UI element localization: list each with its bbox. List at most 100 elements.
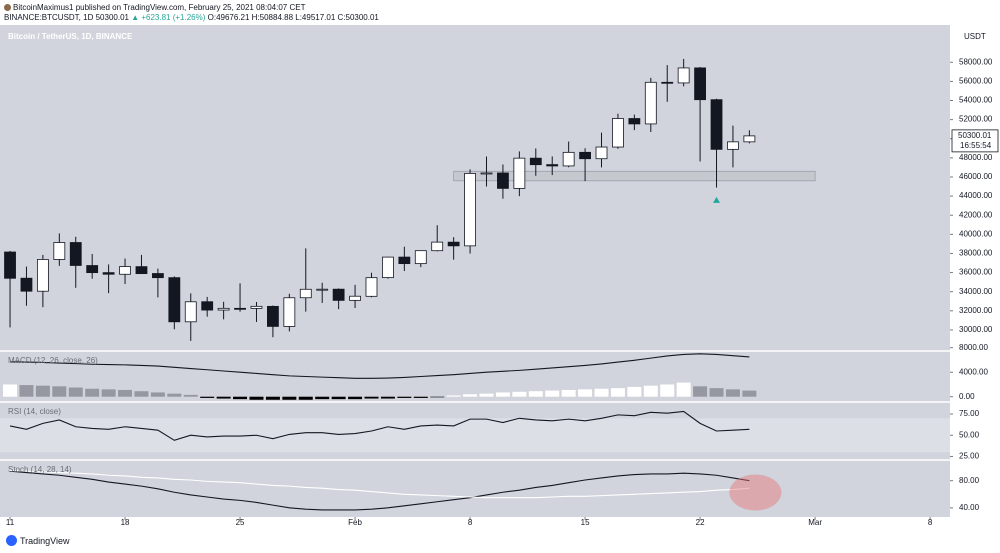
candle-body xyxy=(184,301,197,323)
x-tick-label: 11 xyxy=(6,518,15,527)
y-tick-label: 48000.00 xyxy=(959,153,993,162)
histogram-bar xyxy=(364,396,379,399)
x-tick-label: 8 xyxy=(468,518,473,527)
histogram-bar xyxy=(118,389,133,397)
histogram-bar xyxy=(479,393,494,397)
histogram-bar xyxy=(167,393,182,397)
x-tick-label: 18 xyxy=(121,518,130,527)
histogram-bar xyxy=(331,396,346,400)
candle-body xyxy=(595,146,608,160)
candle-body xyxy=(710,99,723,150)
chart: 11 18 25 Feb 8 15 22 Mar 8 30000.00 32000.00 34000.… xyxy=(0,25,1000,527)
indicator-line xyxy=(9,470,750,511)
highlight-ellipse xyxy=(729,474,782,511)
indicator-line xyxy=(10,469,750,499)
x-tick-label: 22 xyxy=(696,518,705,527)
y-tick-label: 25.00 xyxy=(959,452,980,461)
candle-body xyxy=(102,272,115,275)
histogram-bar xyxy=(35,385,50,397)
histogram-bar xyxy=(545,390,560,397)
y-tick-label: 56000.00 xyxy=(959,77,993,86)
histogram-bar xyxy=(610,388,625,397)
symbol: BINANCE:BTCUSDT, 1D xyxy=(4,13,94,22)
candle-body xyxy=(299,288,312,299)
y-tick-label: 58000.00 xyxy=(959,57,993,66)
y-tick-label: 54000.00 xyxy=(959,96,993,105)
y-tick-label: 36000.00 xyxy=(959,268,993,277)
candle-body xyxy=(168,277,181,323)
histogram-bar xyxy=(413,396,428,398)
last-price-box xyxy=(951,129,999,153)
candle-body xyxy=(267,305,279,327)
signal-marker xyxy=(713,196,721,203)
histogram-bar xyxy=(676,382,691,397)
plot-area xyxy=(0,58,950,511)
candle-body xyxy=(464,173,476,247)
last-price-label: 50300.01 xyxy=(958,131,992,140)
histogram-bar xyxy=(183,394,198,397)
y-tick-label: 30000.00 xyxy=(959,325,993,334)
histogram-bar xyxy=(660,384,675,397)
histogram-bar xyxy=(561,389,576,397)
histogram-bar xyxy=(446,395,461,397)
candle-body xyxy=(628,118,641,125)
histogram-bar xyxy=(19,385,34,397)
histogram-bar xyxy=(578,389,593,397)
candle-body xyxy=(349,295,361,301)
histogram-bar xyxy=(315,396,330,400)
histogram-bar xyxy=(282,396,297,400)
histogram-bar xyxy=(495,392,510,397)
y-tick-label: 40.00 xyxy=(959,503,980,512)
candle-body xyxy=(382,256,394,279)
histogram-bar xyxy=(265,396,280,400)
panel-title: Stoch (14, 28, 14) xyxy=(8,465,72,474)
panel-title: RSI (14, close) xyxy=(8,407,61,416)
candle-body xyxy=(250,305,263,309)
y-tick-label: 52000.00 xyxy=(959,115,993,124)
candle-body xyxy=(677,67,690,84)
y-tick-label: 0.00 xyxy=(959,392,975,401)
candle-body xyxy=(283,297,296,327)
x-tick-label: 25 xyxy=(236,518,245,527)
histogram-bar xyxy=(643,385,658,397)
candle-body xyxy=(743,135,756,143)
y-tick-label: 46000.00 xyxy=(959,172,993,181)
change: ▲ +623.81 (+1.26%) xyxy=(131,13,206,22)
y-tick-label: 38000.00 xyxy=(959,249,993,258)
candle-body xyxy=(332,288,345,301)
header: BitcoinMaximus1 published on TradingView… xyxy=(0,0,1000,25)
candle-body xyxy=(201,301,214,311)
candle-body xyxy=(151,273,164,279)
histogram-bar xyxy=(52,386,67,397)
candle-body xyxy=(398,256,411,265)
histogram-bar xyxy=(101,389,116,397)
candle-body xyxy=(4,251,16,279)
author-text: BitcoinMaximus1 published on TradingView… xyxy=(13,3,306,12)
y-tick-label: 75.00 xyxy=(959,409,980,418)
histogram-bar xyxy=(463,394,478,397)
histogram-bar xyxy=(430,396,445,398)
candle-body xyxy=(497,172,509,189)
candle-body xyxy=(36,259,49,292)
candle-body xyxy=(727,141,739,150)
histogram-bar xyxy=(348,396,363,400)
footer: TradingView xyxy=(6,535,70,546)
candle-body xyxy=(69,242,82,266)
candle-body xyxy=(53,242,66,260)
x-tick-label: Mar xyxy=(808,518,822,527)
support-zone xyxy=(453,170,816,182)
candle-body xyxy=(431,241,444,252)
y-tick-label: 4000.00 xyxy=(959,367,988,376)
y-tick-label: 34000.00 xyxy=(959,287,993,296)
indicator-line xyxy=(9,410,750,441)
y-tick-label: 32000.00 xyxy=(959,306,993,315)
histogram-bar xyxy=(200,396,215,398)
last-price: 50300.01 xyxy=(95,13,129,22)
candle-body xyxy=(644,81,657,125)
candle-body xyxy=(612,118,624,148)
candle-body xyxy=(20,277,33,292)
brand: TradingView xyxy=(20,536,70,546)
histogram-bar xyxy=(68,387,83,397)
histogram-bar xyxy=(709,388,724,397)
histogram-bar xyxy=(298,396,313,400)
